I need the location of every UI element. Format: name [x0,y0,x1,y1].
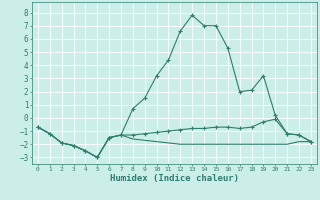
X-axis label: Humidex (Indice chaleur): Humidex (Indice chaleur) [110,174,239,183]
